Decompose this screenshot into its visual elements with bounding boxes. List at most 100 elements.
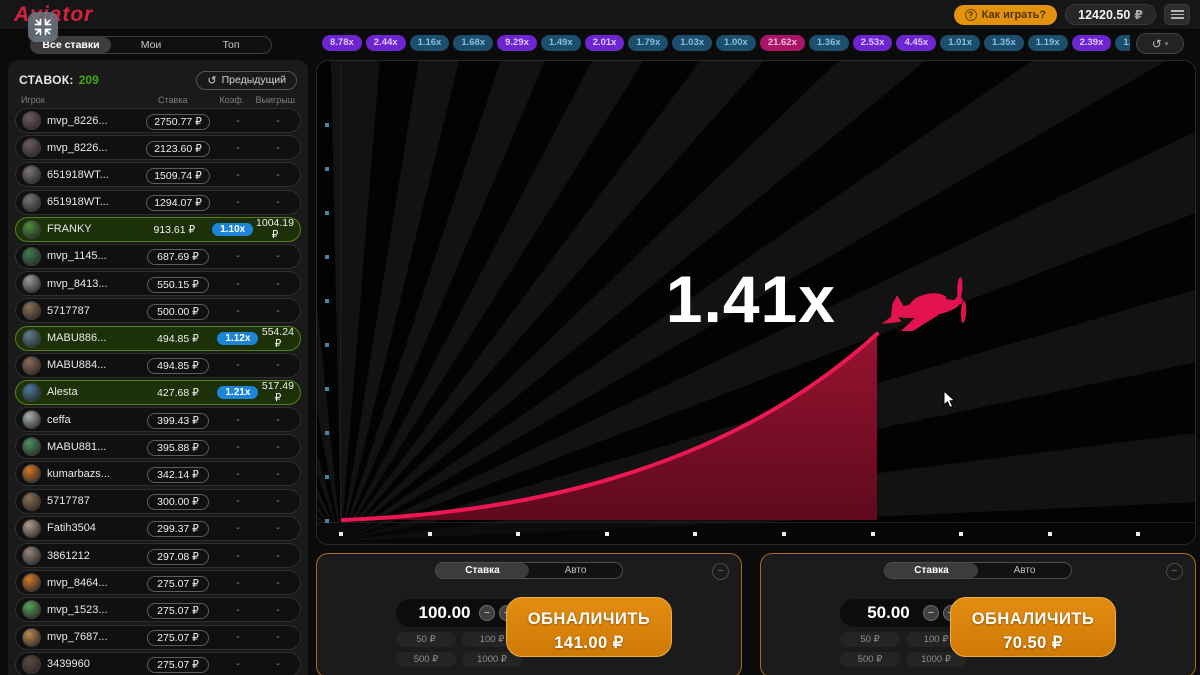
y-axis-dot: [325, 343, 329, 347]
collapse-overlay-button[interactable]: [28, 12, 58, 42]
how-to-play-button[interactable]: ? Как играть?: [953, 4, 1058, 25]
menu-button[interactable]: [1164, 4, 1190, 25]
quick-bet-500[interactable]: 500 ₽: [396, 652, 456, 667]
tab-auto[interactable]: Авто: [1013, 565, 1036, 576]
player-name: mvp_1523...: [47, 603, 108, 616]
how-to-play-label: Как играть?: [981, 8, 1047, 21]
tab-bet[interactable]: Ставка: [436, 563, 529, 578]
coef-cell: -: [236, 631, 240, 644]
table-row: 651918WT... 1509.74 ₽ - -: [15, 162, 301, 188]
player-name: mvp_7687...: [47, 631, 108, 644]
player-name: Fatih3504: [47, 522, 96, 535]
history-multiplier-badge[interactable]: 21.62x: [759, 35, 805, 51]
cashout-amount: 141.00 ₽: [554, 633, 624, 652]
player-name: kumarbazs...: [47, 467, 110, 480]
history-multiplier-badge[interactable]: 4.45x: [896, 35, 937, 51]
bet-amount-value[interactable]: 50.00: [867, 603, 910, 622]
bet-amount-value[interactable]: 100.00: [418, 603, 471, 622]
history-multiplier-badge[interactable]: 1.79x: [628, 35, 669, 51]
quick-bet-50[interactable]: 50 ₽: [840, 632, 900, 647]
table-row: 3439960 275.07 ₽ - -: [15, 651, 301, 675]
coef-cell: -: [236, 549, 240, 562]
history-multiplier-badge[interactable]: 1.49x: [540, 35, 581, 51]
history-multiplier-badge[interactable]: 2.01x: [584, 35, 625, 51]
table-row: ceffa 399.43 ₽ - -: [15, 407, 301, 433]
win-amount: -: [276, 141, 280, 154]
bet-amount: 297.08 ₽: [147, 548, 209, 565]
cashout-button[interactable]: ОБНАЛИЧИТЬ 141.00 ₽: [506, 597, 672, 657]
history-multiplier-badge[interactable]: 9.29x: [497, 35, 537, 51]
x-axis-dot: [1048, 532, 1052, 536]
player-name: 5717787: [47, 495, 90, 508]
bet-amount: 494.85 ₽: [147, 358, 209, 375]
y-axis-dot: [325, 211, 329, 215]
y-axis-dot: [325, 255, 329, 259]
history-multiplier-badge[interactable]: 1.19x: [1027, 35, 1068, 51]
bet-amount: 500.00 ₽: [147, 303, 209, 320]
remove-panel-button[interactable]: −: [712, 563, 729, 580]
balance-display: 12420.50 ₽: [1065, 4, 1156, 25]
history-multiplier-badge[interactable]: 1.01x: [940, 35, 980, 51]
quick-bet-500[interactable]: 500 ₽: [840, 652, 900, 667]
balance-value: 12420.50: [1078, 7, 1131, 22]
player-name: mvp_8226...: [47, 114, 108, 127]
history-multiplier-badge[interactable]: 2.53x: [852, 35, 893, 51]
history-dropdown-button[interactable]: ↺ ▾: [1136, 33, 1184, 54]
win-amount: -: [276, 114, 280, 127]
coef-cell: -: [236, 277, 240, 290]
table-row: MABU881... 395.88 ₽ - -: [15, 434, 301, 460]
tab-bet[interactable]: Ставка: [885, 563, 978, 578]
history-multiplier-badge[interactable]: 1.36x: [808, 35, 849, 51]
history-multiplier-badge[interactable]: 1.03x: [672, 35, 713, 51]
avatar: [22, 138, 41, 158]
history-multiplier-badge[interactable]: 1.00x: [716, 35, 756, 51]
history-multiplier-badge[interactable]: 2.39x: [1071, 35, 1112, 51]
tab-my-bets[interactable]: Мои: [140, 39, 162, 51]
table-row: kumarbazs... 342.14 ₽ - -: [15, 461, 301, 487]
win-amount: -: [276, 658, 280, 671]
decrease-bet-button[interactable]: −: [479, 605, 495, 621]
column-coef: Коэф.: [219, 95, 245, 105]
bet-amount: 2750.77 ₽: [146, 113, 210, 130]
mouse-cursor: [943, 390, 956, 409]
history-multiplier-badge[interactable]: 1.35x: [984, 35, 1024, 51]
win-amount: -: [276, 359, 280, 372]
tab-auto[interactable]: Авто: [564, 565, 587, 576]
history-multiplier-badge[interactable]: 1.16x: [409, 35, 450, 51]
tab-top-bets[interactable]: Топ: [222, 39, 240, 51]
history-multiplier-badge[interactable]: 1.68x: [453, 35, 494, 51]
table-row: mvp_8413... 550.15 ₽ - -: [15, 271, 301, 297]
table-row: Fatih3504 299.37 ₽ - -: [15, 515, 301, 541]
win-amount: -: [276, 549, 280, 562]
decrease-bet-button[interactable]: −: [923, 605, 939, 621]
history-multiplier-badge[interactable]: 8.78x: [322, 35, 362, 51]
history-multiplier-badge[interactable]: 1.00x: [1115, 35, 1130, 51]
x-axis-line: [317, 522, 1195, 523]
coef-cell: -: [236, 196, 240, 209]
player-name: mvp_8413...: [47, 277, 108, 290]
remove-panel-button[interactable]: −: [1166, 563, 1183, 580]
previous-label: Предыдущий: [221, 74, 286, 86]
avatar: [22, 464, 41, 484]
cashout-button[interactable]: ОБНАЛИЧИТЬ 70.50 ₽: [950, 597, 1116, 657]
quick-bet-1000[interactable]: 1000 ₽: [906, 652, 966, 667]
bet-amount: 300.00 ₽: [147, 494, 209, 511]
history-multiplier-badge[interactable]: 2.44x: [365, 35, 406, 51]
column-bet: Ставка: [158, 95, 188, 105]
table-row: mvp_8226... 2123.60 ₽ - -: [15, 135, 301, 161]
win-amount: 1004.19 ₽: [256, 217, 294, 242]
bets-count-label: СТАВОК:: [19, 73, 74, 87]
win-amount: -: [276, 277, 280, 290]
coef-cell: -: [236, 141, 240, 154]
menu-icon: [1170, 10, 1184, 12]
table-row: 5717787 500.00 ₽ - -: [15, 298, 301, 324]
quick-bet-50[interactable]: 50 ₽: [396, 632, 456, 647]
win-amount: -: [276, 413, 280, 426]
coef-cell: -: [236, 576, 240, 589]
avatar: [22, 219, 41, 239]
bet-mode-tabs: Ставка Авто: [435, 562, 623, 579]
table-row: mvp_7687... 275.07 ₽ - -: [15, 624, 301, 650]
previous-round-button[interactable]: ↺ Предыдущий: [196, 70, 297, 90]
table-row: 3861212 297.08 ₽ - -: [15, 543, 301, 568]
quick-bet-1000[interactable]: 1000 ₽: [462, 652, 522, 667]
